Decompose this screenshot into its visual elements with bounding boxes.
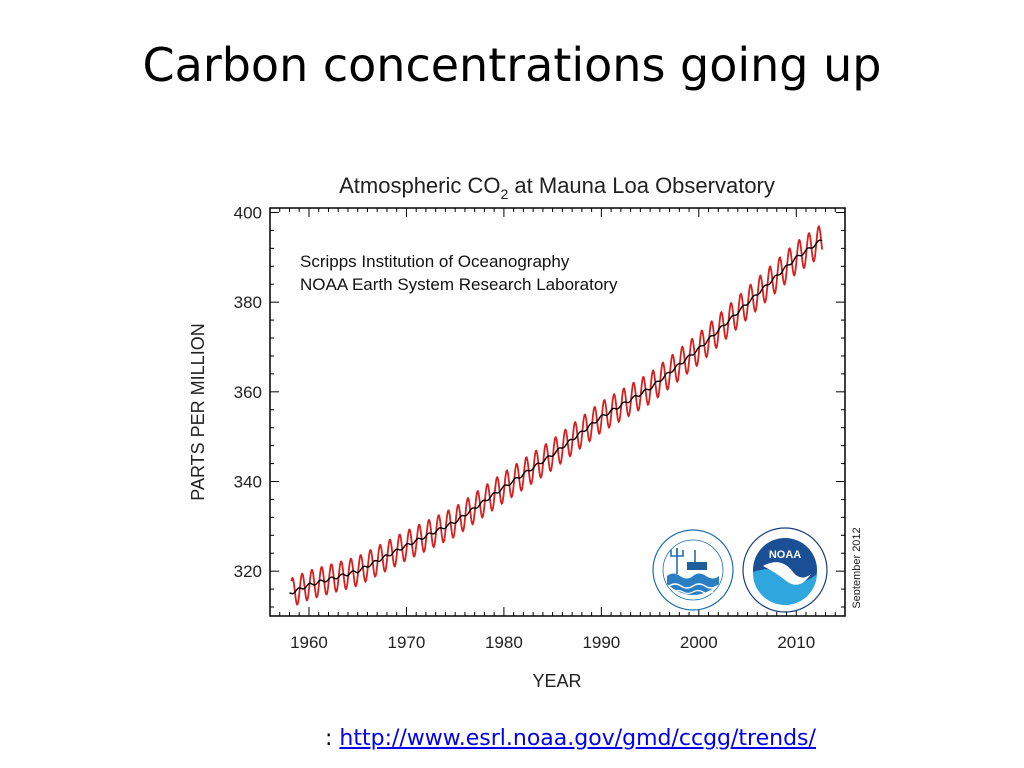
y-tick-label: 380 [234,293,262,312]
series-monthly-mean [290,225,824,606]
slide-title: Carbon concentrations going up [142,38,882,92]
x-tick-label: 2000 [680,633,718,652]
x-tick-label: 1980 [485,633,523,652]
source-line: : http://www.esrl.noaa.gov/gmd/ccgg/tren… [325,726,816,751]
y-tick-label: 400 [234,203,262,222]
y-tick-label: 340 [234,472,262,491]
y-tick-label: 360 [234,383,262,402]
institution-line-1: Scripps Institution of Oceanography [300,252,570,271]
series-trend [289,239,823,595]
noaa-logo: NOAA [742,527,828,613]
plot-frame [269,207,846,617]
x-tick-label: 1970 [388,633,426,652]
source-link[interactable]: http://www.esrl.noaa.gov/gmd/ccgg/trends… [339,726,816,751]
source-prefix: : [325,726,340,751]
y-axis-label: PARTS PER MILLION [188,323,208,500]
x-tick-label: 1960 [290,633,328,652]
institution-line-2: NOAA Earth System Research Laboratory [300,275,618,294]
x-tick-label: 1990 [582,633,620,652]
date-stamp: September 2012 [851,527,860,608]
y-tick-label: 320 [234,562,262,581]
scripps-logo [652,529,734,611]
chart-title: Atmospheric CO2 at Mauna Loa Observatory [339,173,775,202]
x-axis-label: YEAR [532,671,581,691]
svg-text:NOAA: NOAA [769,549,801,561]
x-tick-label: 2010 [777,633,815,652]
co2-chart: Atmospheric CO2 at Mauna Loa Observatory… [188,173,860,691]
